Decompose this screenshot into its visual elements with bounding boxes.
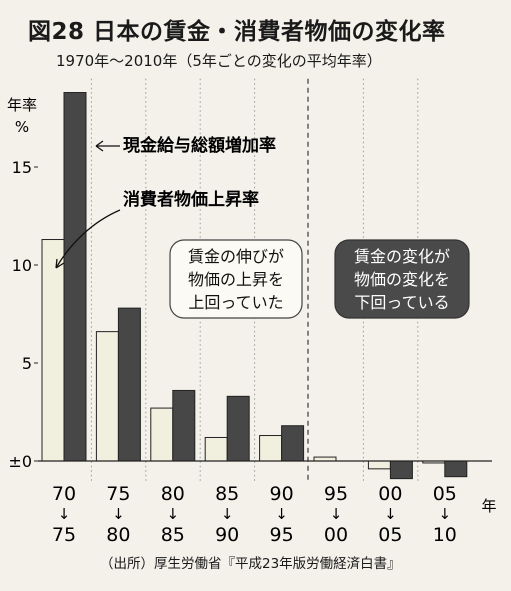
bar [389,460,413,480]
x-label-to: 80 [106,524,130,546]
bar [226,395,250,462]
bar [367,460,391,470]
y-tick-label: ±0 [8,452,32,471]
x-label-from: 00 [378,483,402,505]
bar [41,239,65,462]
source-note: （出所）厚生労働省『平成23年版労働経済白書』 [100,556,401,572]
bar [444,460,468,478]
series-label-wage: 現金給与総額増加率 [123,135,276,156]
x-label-from: 80 [161,483,185,505]
annotation-box-after-frame [334,239,470,319]
x-label-to: 75 [52,524,76,546]
x-label-to: 05 [378,524,402,546]
x-label-to: 90 [215,524,239,546]
annotation-after-line1: 賃金の変化が [354,247,450,266]
annotation-box-before: 賃金の伸びが 物価の上昇を 上回っていた [169,239,303,319]
bar [172,389,196,462]
y-tick-label: 10 [12,256,32,275]
x-label-arrow: ↓ [167,505,180,523]
annotation-box-before-frame [169,239,303,319]
chart-title: 図28 日本の賃金・消費者物価の変化率 [28,19,446,45]
x-label-arrow: ↓ [275,505,288,523]
annotation-before-line2: 物価の上昇を [188,270,284,289]
x-label-from: 85 [215,483,239,505]
x-label-from: 90 [270,483,294,505]
series-arrow-wage [95,140,120,152]
annotation-before-line3: 上回っていた [188,293,283,312]
x-label-arrow: ↓ [112,505,125,523]
x-label-to: 00 [324,524,348,546]
x-label-from: 95 [324,483,348,505]
y-tick-label: 5 [22,354,32,373]
bar [117,307,141,462]
x-label-arrow: ↓ [439,505,452,523]
annotation-box-after: 賃金の変化が 物価の変化を 下回っている [334,239,470,319]
x-label-arrow: ↓ [384,505,397,523]
x-label-to: 10 [433,524,457,546]
x-label-arrow: ↓ [221,505,234,523]
bar [95,331,119,462]
series-label-cpi: 消費者物価上昇率 [123,189,259,210]
chart-subtitle: 1970年〜2010年（5年ごとの変化の平均年率） [56,52,382,70]
x-label-arrow: ↓ [330,505,343,523]
bar [281,425,305,462]
y-axis-ticks: ±0 5 10 15 [8,158,38,471]
x-label-from: 05 [433,483,457,505]
x-label-to: 85 [161,524,185,546]
x-label-arrow: ↓ [58,505,71,523]
bar [204,436,228,462]
series-arrow-cpi [55,209,121,269]
x-label-from: 75 [106,483,130,505]
annotation-before-line1: 賃金の伸びが [188,247,284,266]
bar [63,92,87,462]
annotation-after-line2: 物価の変化を [354,270,450,289]
bar [259,435,283,462]
bar [150,407,174,462]
x-label-to: 95 [270,524,294,546]
annotation-after-line3: 下回っている [354,293,449,312]
x-axis-unit-label: 年 [481,497,496,515]
y-axis-title-line2: % [15,118,29,136]
x-label-from: 70 [52,483,76,505]
y-axis-title-line1: 年率 [7,96,37,114]
y-tick-label: 15 [12,158,32,177]
bars [41,92,468,480]
